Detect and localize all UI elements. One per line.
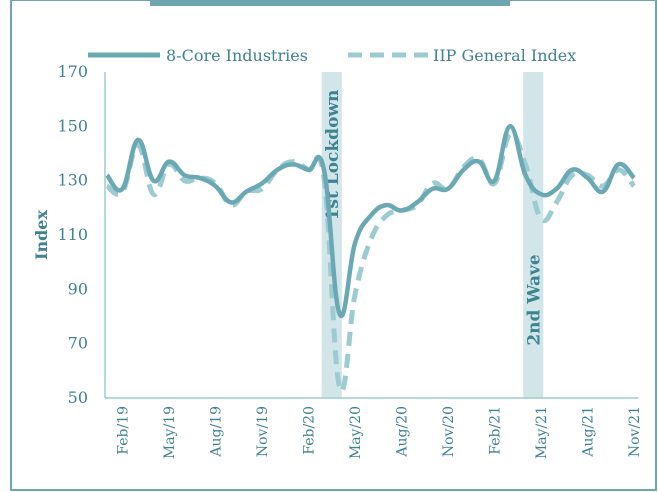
x-tick-label: Feb/19 [116, 406, 132, 455]
x-tick-label: Aug/19 [209, 406, 225, 458]
series-line-iip-general-index [105, 131, 636, 394]
chart-border [10, 0, 657, 491]
x-tick-label: Nov/21 [627, 406, 643, 457]
x-tick-label: May/20 [348, 406, 364, 459]
y-tick-label: 170 [57, 62, 88, 81]
y-axis-ticks: 50 70 90 110 130 150 170 [57, 62, 88, 407]
legend: 8-Core Industries IIP General Index [88, 46, 576, 65]
x-tick-label: Aug/21 [581, 406, 597, 458]
y-axis-label: Index [32, 210, 51, 260]
x-tick-label: May/21 [534, 406, 550, 459]
series-group [105, 124, 636, 394]
y-tick-label: 90 [68, 279, 88, 298]
x-axis-ticks: Feb/19 May/19 Aug/19 Nov/19 Feb/20 May/20 Aug/… [116, 406, 644, 459]
shaded-regions [321, 72, 544, 398]
legend-label-8-core-industries: 8-Core Industries [166, 46, 308, 65]
legend-label-iip-general-index: IIP General Index [433, 46, 576, 65]
x-tick-label: Feb/20 [302, 406, 318, 455]
x-tick-label: May/19 [162, 406, 178, 459]
series-line-8-core-industries [105, 124, 636, 319]
y-tick-label: 110 [57, 225, 88, 244]
y-tick-label: 70 [68, 334, 88, 353]
shaded-region-label-2nd-wave: 2nd Wave [524, 254, 544, 346]
shaded-region-2 [523, 72, 544, 398]
title-remnant [150, 0, 510, 6]
x-tick-label: Nov/19 [255, 406, 271, 457]
y-tick-label: 50 [68, 388, 88, 407]
y-tick-label: 150 [57, 116, 88, 135]
x-tick-label: Feb/21 [488, 406, 504, 455]
y-tick-label: 130 [57, 171, 88, 190]
x-tick-label: Nov/20 [441, 406, 457, 457]
x-tick-label: Aug/20 [395, 406, 411, 458]
